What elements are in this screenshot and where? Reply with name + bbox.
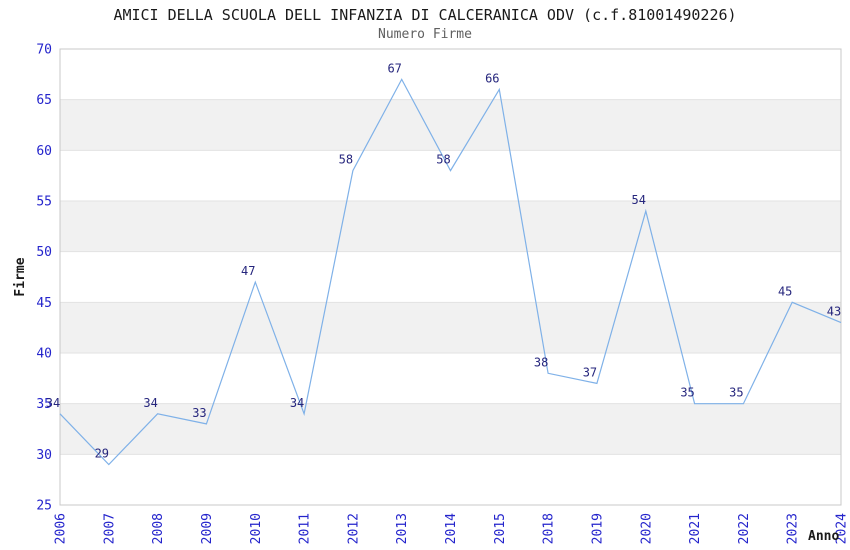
y-tick-label: 25 <box>36 499 52 514</box>
x-tick-label: 2010 <box>249 513 264 544</box>
data-point-label: 54 <box>632 193 646 207</box>
y-axis-title: Firme <box>13 257 28 296</box>
band-stripe <box>60 201 841 252</box>
x-tick-label: 2011 <box>298 513 313 544</box>
y-tick-label: 35 <box>36 397 52 412</box>
y-tick-label: 40 <box>36 347 52 362</box>
x-tick-label: 2012 <box>346 513 361 544</box>
chart-subtitle: Numero Firme <box>378 27 472 42</box>
data-point-label: 45 <box>778 284 792 298</box>
data-point-label: 38 <box>534 355 548 369</box>
data-point-label: 34 <box>143 396 157 410</box>
data-point-label: 35 <box>729 386 743 400</box>
y-tick-label: 65 <box>36 93 52 108</box>
plot-border <box>59 48 842 506</box>
x-axis-tick-labels: 2006 2007 2008 2009 2010 2011 2012 2013 2014 2015… <box>54 513 850 544</box>
x-tick-label: 2015 <box>493 513 508 544</box>
x-tick-label: 2021 <box>688 513 703 544</box>
x-tick-label: 2008 <box>151 513 166 544</box>
data-point-label: 66 <box>485 72 499 86</box>
x-tick-label: 2022 <box>737 513 752 544</box>
data-point-label: 29 <box>95 446 109 460</box>
data-point-label: 58 <box>436 153 450 167</box>
x-tick-label: 2024 <box>835 513 850 544</box>
band-stripe <box>60 403 841 455</box>
band-stripe <box>60 302 841 353</box>
x-tick-label: 2020 <box>639 513 654 544</box>
y-axis-tick-labels: 25 30 35 40 45 50 55 60 65 70 <box>36 43 52 514</box>
x-tick-label: 2019 <box>590 513 605 544</box>
data-point-label: 47 <box>241 264 255 278</box>
data-point-label: 35 <box>680 386 694 400</box>
x-tick-label: 2006 <box>54 513 69 544</box>
x-tick-label: 2018 <box>542 513 557 544</box>
data-point-label: 34 <box>46 396 60 410</box>
data-point-label: 37 <box>583 365 597 379</box>
y-tick-label: 60 <box>36 144 52 159</box>
y-tick-label: 30 <box>36 448 52 463</box>
y-tick-label: 55 <box>36 195 52 210</box>
data-point-label: 58 <box>339 153 353 167</box>
data-point-label: 34 <box>290 396 304 410</box>
y-tick-label: 70 <box>36 43 52 58</box>
data-point-label: 67 <box>387 61 401 75</box>
x-tick-label: 2009 <box>200 513 215 544</box>
x-tick-label: 2013 <box>395 513 410 544</box>
y-tick-label: 50 <box>36 245 52 260</box>
y-tick-label: 45 <box>36 296 52 311</box>
x-tick-label: 2014 <box>444 513 459 544</box>
band-stripe <box>60 99 841 151</box>
chart-title: AMICI DELLA SCUOLA DELL INFANZIA DI CALC… <box>113 6 737 24</box>
series-line <box>59 78 842 466</box>
data-point-labels: 34 29 34 33 47 34 58 67 58 66 38 37 54 35 35 45 43 <box>46 61 841 460</box>
x-tick-label: 2023 <box>786 513 801 544</box>
background-bands <box>60 99 841 455</box>
data-point-label: 43 <box>827 305 841 319</box>
x-axis-title: Anno <box>808 529 839 544</box>
data-point-label: 33 <box>192 406 206 420</box>
x-tick-label: 2007 <box>102 513 117 544</box>
